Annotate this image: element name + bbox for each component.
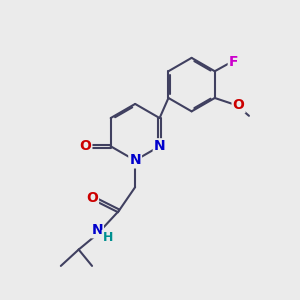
Text: O: O <box>232 98 244 112</box>
Text: F: F <box>229 55 238 69</box>
Text: N: N <box>154 139 165 153</box>
Text: N: N <box>129 153 141 167</box>
Text: O: O <box>86 191 98 205</box>
Text: O: O <box>80 139 92 153</box>
Text: N: N <box>91 223 103 237</box>
Text: H: H <box>103 231 113 244</box>
